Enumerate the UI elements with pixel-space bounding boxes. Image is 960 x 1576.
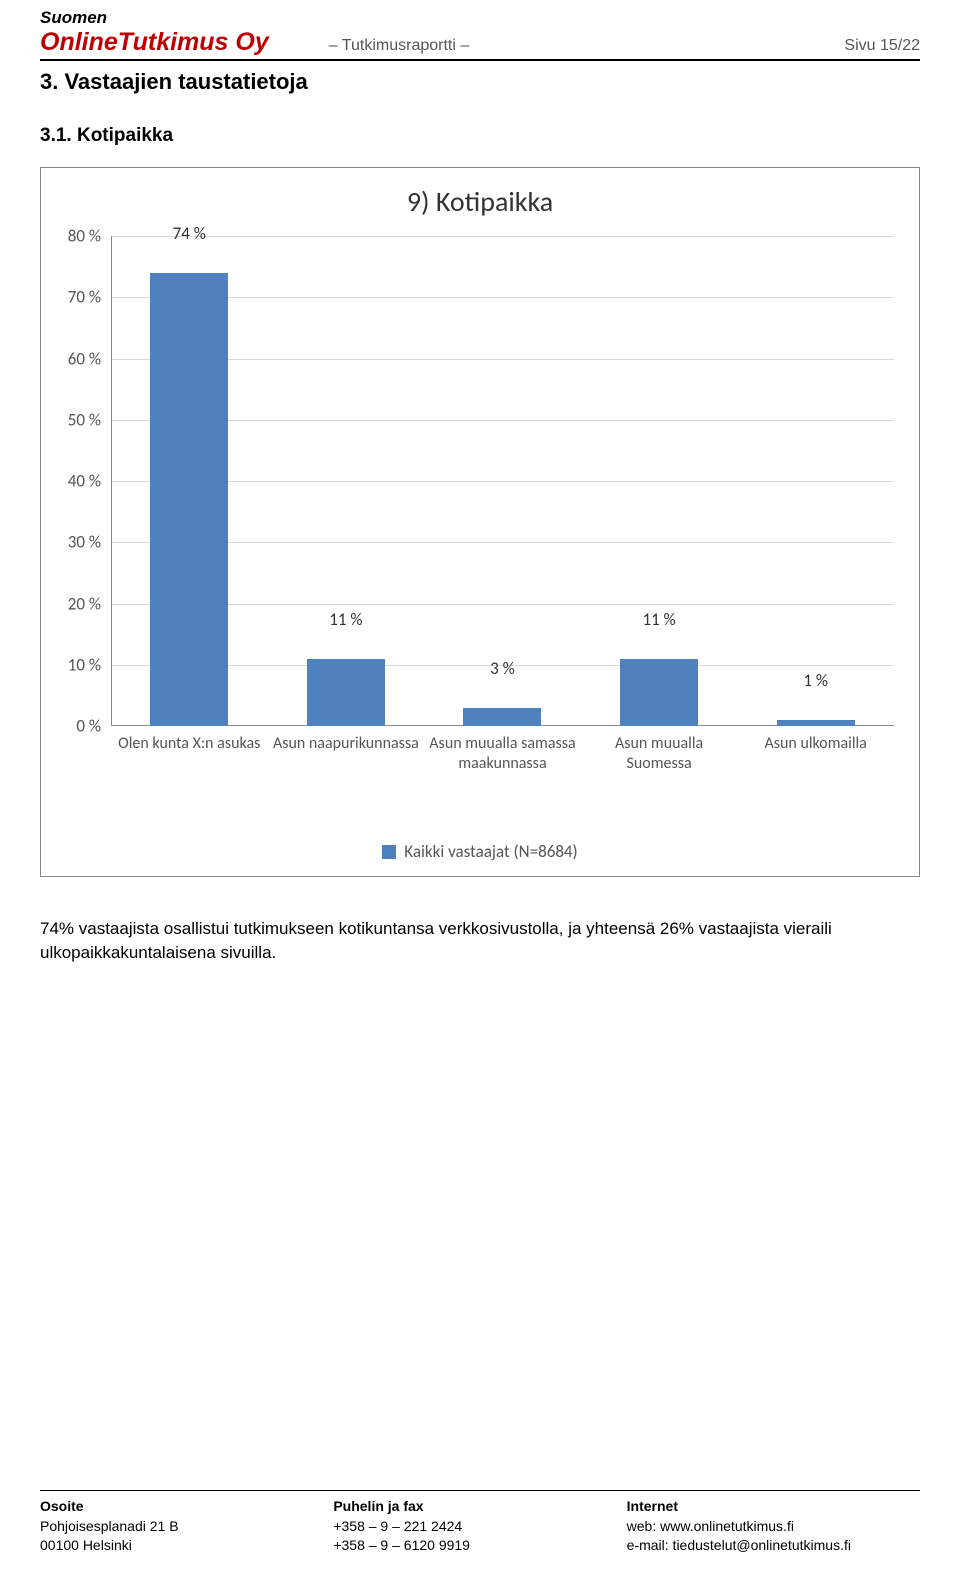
sub-heading: 3.1. Kotipaikka [0,95,960,167]
bar-value-label: 1 % [803,670,828,695]
bar-value-label: 11 % [329,609,362,634]
footer-internet-line2: e-mail: tiedustelut@onlinetutkimus.fi [627,1536,920,1556]
page-header: Suomen OnlineTutkimus Oy – Tutkimusrapor… [0,0,960,61]
bar [463,708,541,726]
y-tick-label: 60 % [46,348,101,369]
bars-row: 74 % 11 % 3 % 11 % 1 % [111,236,894,726]
footer-phone-line1: +358 – 9 – 221 2424 [333,1517,626,1537]
plot-area: 74 % 11 % 3 % 11 % 1 % [111,236,894,726]
footer-internet-line1: web: www.onlinetutkimus.fi [627,1517,920,1537]
bar-slot: 11 % [581,236,738,726]
y-axis: 0 %10 %20 %30 %40 %50 %60 %70 %80 % [46,236,106,726]
company-name-line2: OnlineTutkimus Oy [40,28,269,57]
footer-internet-title: Internet [627,1497,920,1517]
x-category-label: Asun ulkomailla [737,728,894,774]
y-tick-label: 50 % [46,409,101,430]
x-category-label: Asun naapurikunnassa [268,728,425,774]
bar [150,273,228,726]
footer-address-line2: 00100 Helsinki [40,1536,333,1556]
bar-value-label: 74 % [173,223,206,248]
bar-slot: 3 % [424,236,581,726]
y-tick-label: 10 % [46,654,101,675]
bar-slot: 11 % [268,236,425,726]
legend-label: Kaikki vastaajat (N=8684) [404,841,577,862]
bar [620,659,698,726]
y-tick-label: 30 % [46,532,101,553]
page-number: Sivu 15/22 [844,37,920,55]
company-name-line1: Suomen [40,8,920,28]
footer-divider [40,1490,920,1491]
footer-col-address: Osoite Pohjoisesplanadi 21 B 00100 Helsi… [40,1497,333,1556]
legend-swatch [382,845,396,859]
x-axis-labels: Olen kunta X:n asukasAsun naapurikunnass… [111,728,894,774]
body-paragraph: 74% vastaajista osallistui tutkimukseen … [0,877,960,965]
footer-phone-line2: +358 – 9 – 6120 9919 [333,1536,626,1556]
footer-address-line1: Pohjoisesplanadi 21 B [40,1517,333,1537]
bar-value-label: 11 % [642,609,675,634]
bar [307,659,385,726]
bar-value-label: 3 % [490,658,515,683]
footer-col-internet: Internet web: www.onlinetutkimus.fi e-ma… [627,1497,920,1556]
y-tick-label: 80 % [46,226,101,247]
x-category-label: Olen kunta X:n asukas [111,728,268,774]
y-tick-label: 20 % [46,593,101,614]
bar [777,720,855,726]
footer-phone-title: Puhelin ja fax [333,1497,626,1517]
footer-col-phone: Puhelin ja fax +358 – 9 – 221 2424 +358 … [333,1497,626,1556]
y-tick-label: 70 % [46,287,101,308]
x-category-label: Asun muualla samassa maakunnassa [424,728,581,774]
bar-slot: 74 % [111,236,268,726]
header-row: OnlineTutkimus Oy – Tutkimusraportti – S… [40,28,920,61]
footer-address-title: Osoite [40,1497,333,1517]
y-tick-label: 0 % [46,716,101,737]
bar-chart: 9) Kotipaikka 0 % 10 % 20 % 30 % 40 % 50 % 60 … [40,167,920,877]
footer-columns: Osoite Pohjoisesplanadi 21 B 00100 Helsi… [40,1497,920,1556]
header-center-text: – Tutkimusraportti – [329,37,845,55]
page-footer: Osoite Pohjoisesplanadi 21 B 00100 Helsi… [0,1490,960,1576]
chart-title: 9) Kotipaikka [41,168,919,219]
bar-slot: 1 % [737,236,894,726]
x-category-label: Asun muualla Suomessa [581,728,738,774]
y-tick-label: 40 % [46,471,101,492]
section-heading: 3. Vastaajien taustatietoja [0,61,960,95]
chart-legend: Kaikki vastaajat (N=8684) [41,841,919,862]
